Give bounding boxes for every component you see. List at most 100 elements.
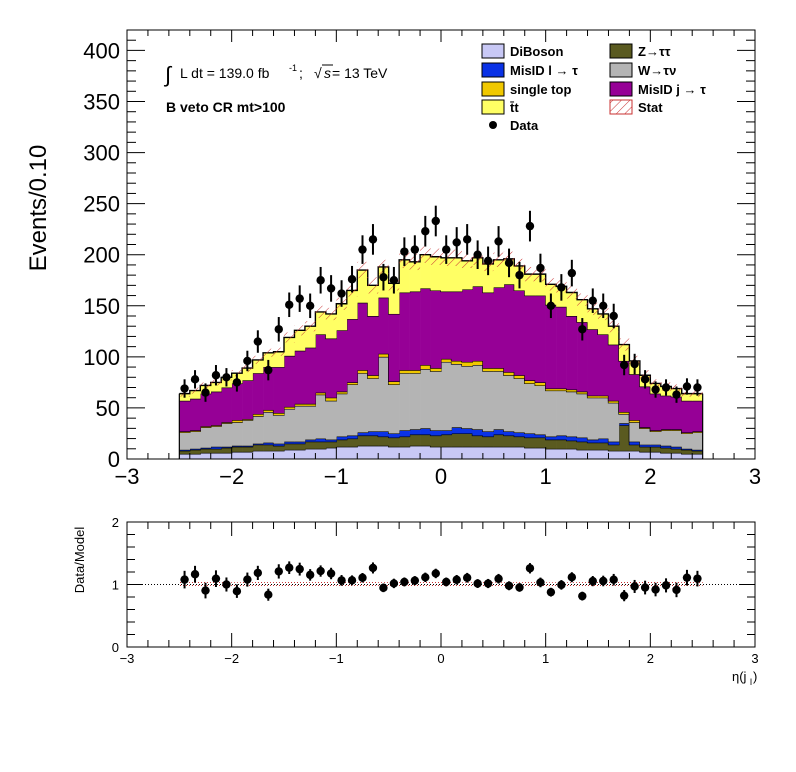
bar-misidj-22 (409, 291, 421, 371)
data-point-22 (410, 245, 420, 254)
bar-diboson-18 (367, 445, 379, 459)
ratio-point-4 (222, 580, 231, 589)
data-point-13 (316, 276, 325, 285)
data-point-33 (525, 221, 535, 231)
bar-w-43 (629, 422, 641, 442)
bar-w-3 (210, 426, 222, 447)
bar-tt-9 (273, 351, 285, 368)
bar-z-35 (545, 439, 557, 449)
bar-misidj-43 (629, 374, 641, 421)
data-point-48 (682, 382, 692, 391)
bar-z-39 (587, 442, 599, 450)
bar-diboson-24 (430, 446, 442, 459)
data-point-4 (222, 373, 231, 382)
ratio-band-bin-18 (367, 581, 379, 588)
stat-band-bin-42 (618, 338, 630, 351)
data-point-26 (452, 238, 461, 247)
data-point-43 (630, 359, 639, 369)
bar-misidj-16 (346, 319, 358, 383)
bar-diboson-8 (263, 450, 274, 459)
data-point-41 (609, 311, 618, 321)
bar-z-37 (566, 440, 578, 449)
data-point-27 (462, 235, 472, 244)
bar-misidj-39 (587, 329, 599, 396)
bar-misidj-33 (524, 295, 536, 381)
data-point-5 (232, 378, 242, 387)
bar-w-2 (200, 427, 212, 448)
ratio-band-bin-13 (315, 581, 326, 588)
bar-tt-22 (409, 261, 421, 292)
bar-singletop-28 (472, 360, 484, 366)
bar-diboson-32 (514, 446, 526, 459)
legend-swatch (609, 62, 633, 78)
bar-diboson-42 (618, 450, 630, 459)
bar-tt-26 (451, 257, 463, 292)
x-tick-label: 0 (435, 464, 447, 489)
bar-z-25 (441, 434, 452, 447)
bar-z-5 (231, 446, 243, 452)
y-axis-title: Events/0.10 (25, 145, 52, 272)
bar-misidl-11 (294, 441, 306, 444)
stat-band-bin-12 (304, 321, 316, 332)
bar-w-35 (545, 390, 557, 437)
data-point-20 (389, 276, 399, 285)
bar-tt-14 (325, 313, 337, 339)
bar-w-45 (650, 431, 662, 445)
stat-band-bin-24 (430, 248, 441, 265)
data-point-10 (285, 300, 294, 309)
bar-diboson-21 (399, 446, 410, 459)
bar-misidj-21 (399, 292, 410, 371)
ratio-point-39 (588, 576, 597, 586)
stat-band-bin-33 (524, 266, 536, 282)
bar-misidl-43 (629, 441, 641, 445)
bar-misidj-13 (315, 334, 327, 393)
bar-w-16 (346, 384, 358, 436)
bar-singletop-26 (451, 360, 463, 364)
bar-tt-33 (524, 274, 536, 296)
bar-misidj-45 (650, 393, 662, 431)
ratio-x-tick-label: −2 (224, 651, 239, 666)
bar-misidj-8 (263, 367, 274, 410)
bar-misidj-15 (336, 330, 348, 392)
bar-z-27 (461, 433, 473, 447)
ratio-y-tick-label: 0 (112, 640, 119, 655)
ratio-point-16 (347, 576, 357, 585)
bar-misidj-38 (577, 322, 588, 392)
bar-w-29 (482, 371, 494, 432)
data-point-39 (588, 296, 597, 305)
bar-misidj-46 (660, 395, 672, 430)
data-point-17 (358, 245, 367, 254)
bar-diboson-37 (566, 448, 578, 459)
ratio-point-11 (295, 564, 304, 574)
bar-misidl-12 (304, 439, 316, 442)
ratio-y-tick-label: 1 (112, 578, 119, 593)
bar-z-44 (639, 446, 651, 452)
bar-misidl-18 (367, 431, 379, 436)
x-tick-label: 2 (644, 464, 656, 489)
stat-band-bin-18 (367, 277, 379, 294)
bar-z-21 (399, 436, 410, 447)
bar-w-46 (660, 430, 672, 446)
bar-diboson-4 (221, 452, 232, 459)
bar-z-15 (336, 439, 348, 447)
ratio-panel: −3 −2 −1 0 1 2 3 0 1 2 Data/Model η(j l ) (72, 515, 759, 687)
bar-misidl-19 (378, 431, 389, 437)
bar-w-20 (388, 384, 400, 434)
ratio-band-bin-27 (461, 582, 473, 587)
ratio-point-7 (253, 568, 263, 578)
bar-tt-7 (252, 359, 264, 374)
bar-singletop-27 (461, 361, 473, 367)
bar-misidl-37 (566, 436, 578, 441)
bar-w-23 (420, 369, 431, 429)
data-point-15 (337, 289, 346, 298)
bar-singletop-41 (608, 400, 620, 403)
bar-misidl-17 (357, 432, 369, 436)
ratio-point-14 (326, 569, 336, 578)
bar-diboson-12 (304, 448, 316, 459)
bar-tt-25 (441, 257, 452, 292)
bar-singletop-31 (503, 372, 515, 376)
bar-singletop-10 (284, 406, 295, 409)
bar-misidl-3 (210, 446, 222, 449)
ratio-y-axis-title: Data/Model (72, 527, 87, 594)
